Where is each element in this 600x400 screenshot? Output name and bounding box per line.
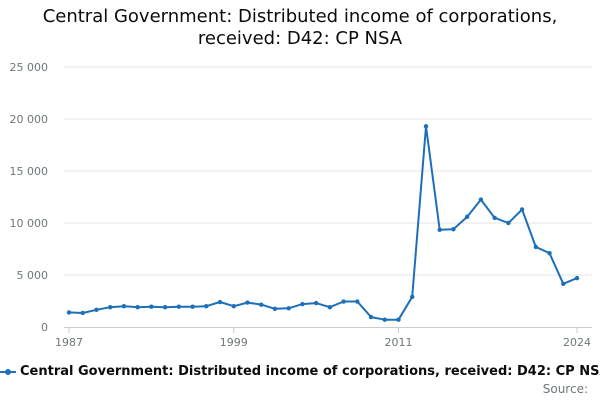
legend-line-marker-icon [0,367,16,377]
data-point[interactable] [286,306,291,311]
data-point[interactable] [437,227,442,232]
data-point[interactable] [561,281,566,287]
data-point[interactable] [547,250,552,256]
data-point[interactable] [519,207,525,212]
data-point[interactable] [464,214,470,219]
data-point[interactable] [272,306,278,311]
y-tick-label: 10 000 [10,217,49,230]
x-tick-label: 2024 [563,336,591,349]
y-tick-label: 25 000 [10,61,49,74]
data-point[interactable] [245,300,250,305]
data-point[interactable] [66,310,72,315]
data-point[interactable] [204,304,209,309]
y-axis-tick-labels: 0 5 000 10 000 15 000 20 000 25 000 [10,61,49,334]
x-tick-label: 1987 [55,336,83,349]
data-point[interactable] [313,300,319,306]
series-line [68,125,578,321]
x-axis [64,327,592,333]
data-point[interactable] [533,244,539,250]
data-point[interactable] [506,220,511,226]
data-point[interactable] [382,317,387,322]
chart-title-line-2: received: D42: CP NSA [197,28,403,49]
data-point[interactable] [135,305,140,310]
data-point[interactable] [423,124,429,129]
x-tick-label: 1999 [220,336,248,349]
series-group [66,124,580,322]
data-point[interactable] [368,314,374,320]
data-point[interactable] [94,307,99,313]
data-point[interactable] [300,301,305,307]
x-axis-tick-labels: 1987 1999 2011 2024 [55,336,591,349]
data-point[interactable] [341,299,346,304]
chart-title: Central Government: Distributed income o… [0,6,600,50]
x-tick-label: 2011 [385,336,413,349]
y-tick-label: 5 000 [17,269,49,282]
data-point[interactable] [121,304,127,309]
data-point[interactable] [327,305,333,310]
chart-title-line-1: Central Government: Distributed income o… [42,6,558,27]
data-point[interactable] [259,302,264,307]
source-label: Source: [542,382,588,396]
data-point[interactable] [231,304,236,309]
legend-label: Central Government: Distributed income o… [20,364,600,379]
data-point[interactable] [162,305,168,310]
y-tick-label: 15 000 [10,165,49,178]
data-point[interactable] [478,197,484,202]
data-point[interactable] [396,317,401,322]
data-point[interactable] [217,299,223,305]
data-point[interactable] [190,304,195,309]
data-point[interactable] [574,275,580,281]
data-point[interactable] [451,227,456,232]
y-tick-label: 20 000 [10,113,49,126]
data-point[interactable] [410,294,415,300]
data-point[interactable] [107,305,113,310]
data-point[interactable] [149,304,154,309]
data-point[interactable] [80,310,85,316]
data-point[interactable] [492,215,497,220]
legend[interactable]: Central Government: Distributed income o… [0,364,600,379]
y-tick-label: 0 [41,321,48,334]
data-point[interactable] [176,304,182,309]
gridlines [64,66,592,276]
data-point[interactable] [355,299,360,304]
